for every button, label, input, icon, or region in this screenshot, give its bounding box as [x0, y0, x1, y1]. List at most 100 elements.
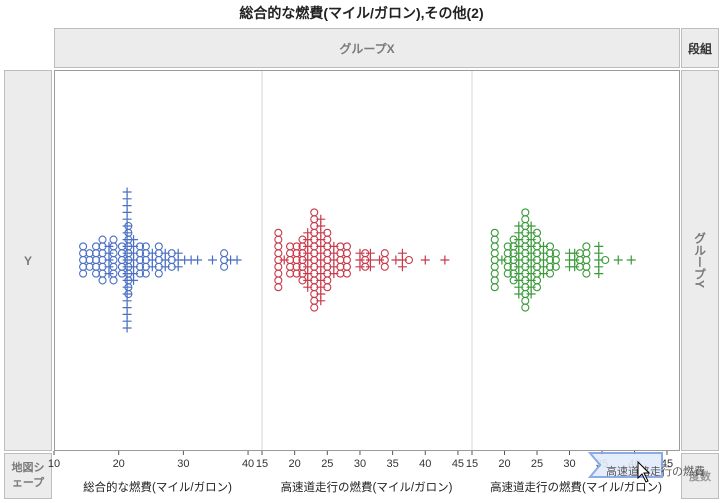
x-tick-label: 20 — [289, 458, 301, 470]
point-cross — [365, 262, 375, 272]
point-circle — [521, 215, 530, 224]
point-circle — [154, 242, 163, 251]
point-circle — [286, 269, 295, 278]
map-shape-label: 地図シェープ — [11, 461, 45, 489]
point-circle — [342, 242, 351, 251]
point-circle — [490, 269, 499, 278]
point-circle — [490, 249, 499, 258]
point-circle — [490, 283, 499, 292]
point-circle — [503, 242, 512, 251]
point-circle — [532, 283, 542, 292]
point-circle — [274, 228, 283, 237]
point-circle — [274, 276, 283, 285]
point-circle — [551, 249, 560, 258]
point-cross — [613, 255, 623, 265]
drag-label: 高速道路走行の燃費 — [606, 464, 705, 478]
point-circle — [323, 283, 332, 292]
x-axis-label: 高速道走行の燃費(マイル/ガロン) — [490, 480, 662, 494]
point-cross — [570, 262, 580, 272]
point-cross — [375, 255, 385, 265]
point-circle — [503, 269, 512, 278]
size-label: 度数 — [689, 471, 711, 483]
wrap-label: 段組 — [687, 41, 712, 56]
point-circle — [342, 269, 351, 278]
point-circle — [274, 269, 283, 278]
chart-title: 総合的な燃費(マイル/ガロン),その他(2) — [239, 5, 484, 21]
point-circle — [342, 249, 351, 258]
point-circle — [490, 255, 499, 265]
point-circle — [490, 242, 499, 251]
point-cross — [626, 255, 636, 265]
point-cross — [104, 269, 114, 279]
x-tick-label: 15 — [256, 458, 268, 470]
point-circle — [274, 235, 283, 244]
y-label: Y — [23, 253, 32, 268]
point-circle — [582, 269, 591, 278]
point-cross — [594, 241, 604, 251]
x-tick-label: 15 — [466, 458, 478, 470]
group-y-label: グループY — [692, 232, 707, 289]
point-cross — [279, 255, 289, 265]
point-cross — [497, 255, 507, 265]
point-circle — [310, 303, 319, 312]
point-circle — [601, 255, 610, 265]
point-circle — [141, 242, 150, 251]
point-circle — [220, 262, 229, 271]
point-cross — [316, 296, 326, 306]
group-y-zone[interactable]: グループY — [681, 70, 719, 451]
point-circle — [135, 242, 145, 251]
x-tick-label: 25 — [531, 458, 543, 470]
point-cross — [526, 221, 536, 231]
point-cross — [420, 255, 430, 265]
point-circle — [490, 228, 499, 237]
point-cross — [207, 255, 217, 265]
point-circle — [286, 242, 295, 251]
point-cross — [173, 262, 183, 272]
point-circle — [521, 296, 530, 305]
point-circle — [124, 221, 133, 231]
point-circle — [521, 208, 530, 217]
x-tick-label: 40 — [242, 458, 254, 470]
point-circle — [323, 228, 332, 237]
x-axis-label: 高速道走行の燃費(マイル/ガロン) — [281, 480, 453, 494]
x-tick-label: 35 — [387, 458, 399, 470]
map-shape-zone[interactable]: 地図シェープ — [4, 453, 52, 499]
point-circle — [109, 276, 118, 285]
point-circle — [404, 255, 414, 265]
x-tick-label: 30 — [563, 458, 575, 470]
point-cross — [193, 255, 203, 265]
point-circle — [342, 255, 351, 265]
point-cross — [316, 214, 326, 224]
point-circle — [79, 269, 88, 278]
point-circle — [545, 269, 555, 278]
point-cross — [594, 269, 604, 279]
y-zone[interactable]: Y — [4, 70, 52, 451]
point-circle — [286, 262, 295, 271]
point-cross — [355, 262, 365, 272]
point-circle — [490, 276, 499, 285]
point-circle — [380, 262, 389, 271]
wrap-zone[interactable]: 段組 — [681, 28, 719, 68]
point-cross — [122, 323, 132, 333]
point-circle — [521, 303, 530, 312]
x-tick-label: 45 — [661, 458, 673, 470]
x-tick-label: 20 — [113, 458, 125, 470]
point-circle — [490, 262, 499, 271]
size-zone[interactable]: 度数 — [681, 453, 719, 499]
point-circle — [292, 242, 301, 251]
group-x-zone[interactable]: グループX — [54, 28, 680, 68]
point-circle — [154, 269, 163, 278]
point-cross — [365, 248, 375, 258]
point-cross — [526, 289, 536, 299]
point-cross — [104, 241, 114, 251]
point-circle — [380, 249, 389, 258]
point-circle — [220, 249, 229, 258]
point-circle — [274, 249, 283, 258]
point-circle — [274, 242, 283, 251]
point-circle — [582, 242, 591, 251]
point-cross — [355, 248, 365, 258]
x-tick-label: 20 — [498, 458, 510, 470]
x-tick-label: 10 — [48, 458, 60, 470]
point-cross — [173, 248, 183, 258]
point-circle — [109, 235, 118, 244]
